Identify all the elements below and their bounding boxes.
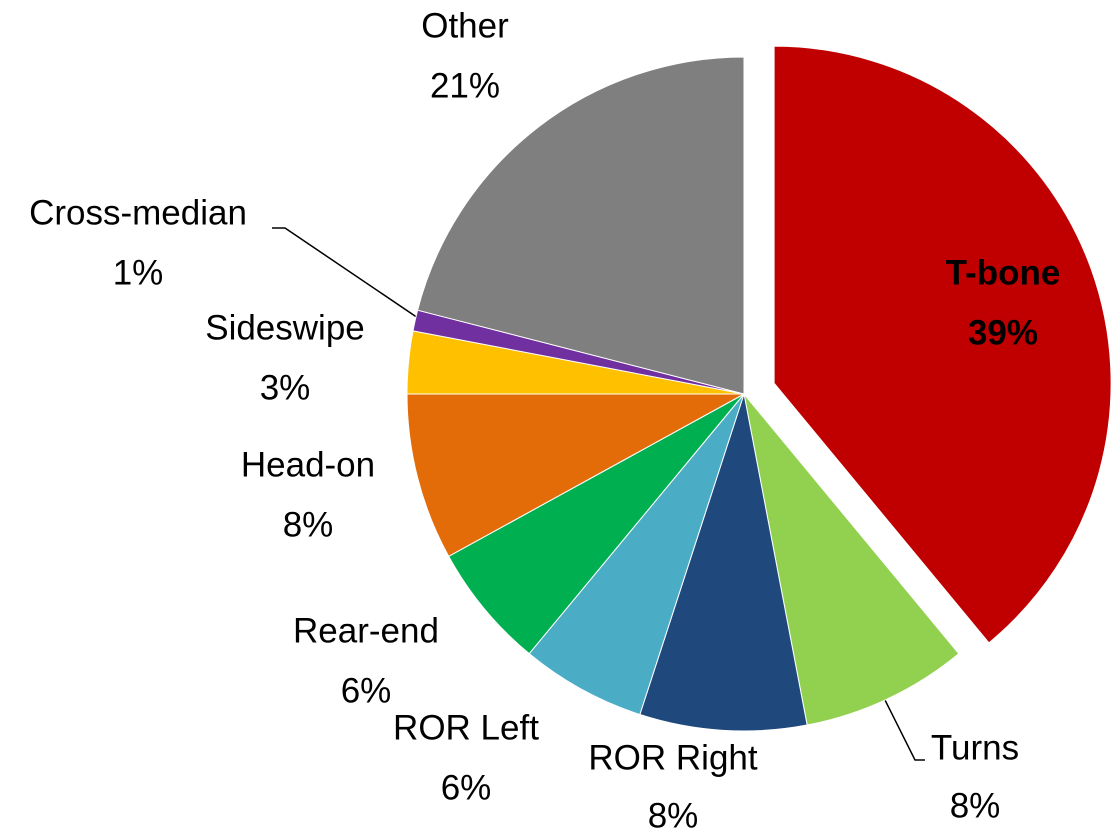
leader-line — [272, 227, 419, 319]
slice-value-label: 6% — [441, 768, 492, 807]
pie-slice — [639, 393, 808, 732]
pie-slice — [773, 45, 1112, 644]
slice-value-label: 39% — [968, 313, 1038, 352]
pie-slice — [406, 393, 745, 558]
slice-label: Head-on — [241, 445, 375, 484]
slice-label: Other — [421, 6, 509, 45]
slice-value-label: 8% — [950, 786, 1001, 825]
pie-slice — [448, 393, 745, 655]
pie-slice — [743, 393, 960, 726]
slice-value-label: 8% — [283, 505, 334, 544]
slice-value-label: 1% — [113, 253, 164, 292]
slice-label: Turns — [931, 728, 1019, 767]
pie-slice — [528, 393, 745, 716]
slice-label: T-bone — [946, 253, 1061, 292]
slice-label: Cross-median — [29, 193, 247, 232]
slice-label: Sideswipe — [205, 308, 365, 347]
leader-line — [884, 699, 925, 761]
pie-slice — [416, 56, 745, 395]
slice-value-label: 8% — [648, 796, 699, 832]
slice-value-label: 3% — [260, 368, 311, 407]
slice-label: Rear-end — [293, 611, 439, 650]
slice-label: ROR Right — [588, 738, 757, 777]
slice-value-label: 21% — [430, 66, 500, 105]
slice-label: ROR Left — [393, 708, 539, 747]
slice-value-label: 6% — [341, 671, 392, 710]
